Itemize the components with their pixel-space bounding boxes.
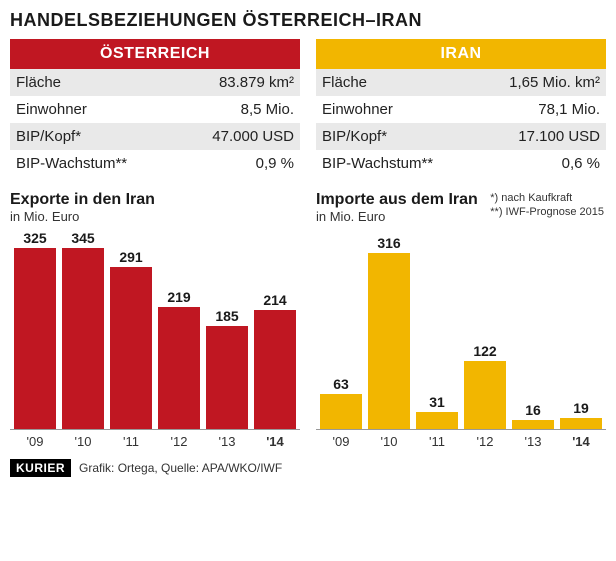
bar-value-label: 19 [573,400,589,416]
x-tick: '14 [254,434,296,449]
table-row: Fläche83.879 km² [10,69,300,96]
stat-value: 83.879 km² [175,69,300,96]
stat-value: 0,6 % [474,150,606,177]
stat-label: Fläche [316,69,474,96]
country-header-iran: IRAN [316,39,606,69]
bar [206,326,248,429]
stat-label: BIP-Wachstum** [10,150,175,177]
table-row: Einwohner8,5 Mio. [10,96,300,123]
bar-column: 214 [254,230,296,429]
bar-column: 122 [464,230,506,429]
x-tick: '11 [110,434,152,449]
bar-value-label: 185 [215,308,238,324]
x-tick: '12 [464,434,506,449]
bar [368,253,410,429]
bar-column: 31 [416,230,458,429]
chart-title: Exporte in den Iran [10,191,300,209]
table-row: BIP/Kopf*17.100 USD [316,123,606,150]
stats-table-iran: Fläche1,65 Mio. km² Einwohner78,1 Mio. B… [316,69,606,177]
bar [158,307,200,429]
bar [512,420,554,429]
bar-value-label: 16 [525,402,541,418]
bar-column: 16 [512,230,554,429]
bar-value-label: 291 [119,249,142,265]
x-tick: '09 [320,434,362,449]
bar [320,394,362,429]
bar-column: 19 [560,230,602,429]
stat-value: 0,9 % [175,150,300,177]
bar-column: 325 [14,230,56,429]
x-tick: '11 [416,434,458,449]
stat-label: Einwohner [10,96,175,123]
table-row: BIP/Kopf*47.000 USD [10,123,300,150]
bar [254,310,296,429]
panel-austria: ÖSTERREICH Fläche83.879 km² Einwohner8,5… [10,39,300,449]
footnote-1: *) nach Kaufkraft [490,191,604,205]
page-title: HANDELSBEZIEHUNGEN ÖSTERREICH–IRAN [10,10,606,31]
bar-column: 345 [62,230,104,429]
imports-chart: Importe aus dem Iran in Mio. Euro *) nac… [316,191,606,449]
exports-chart: Exporte in den Iran in Mio. Euro 325 345 2… [10,191,300,449]
credit-text: Grafik: Ortega, Quelle: APA/WKO/IWF [79,461,282,475]
x-axis: '09 '10 '11 '12 '13 '14 [10,434,300,449]
stat-value: 78,1 Mio. [474,96,606,123]
bar-column: 63 [320,230,362,429]
bar-value-label: 31 [429,394,445,410]
footnote-2: **) IWF-Prognose 2015 [490,205,604,219]
x-tick: '10 [368,434,410,449]
stat-label: Fläche [10,69,175,96]
x-tick: '13 [512,434,554,449]
bar-column: 185 [206,230,248,429]
bar-value-label: 219 [167,289,190,305]
bar-value-label: 63 [333,376,349,392]
bar [560,418,602,429]
bar-value-label: 122 [473,343,496,359]
panel-iran: IRAN Fläche1,65 Mio. km² Einwohner78,1 M… [316,39,606,449]
x-tick: '10 [62,434,104,449]
country-header-austria: ÖSTERREICH [10,39,300,69]
stat-label: BIP/Kopf* [316,123,474,150]
kurier-logo: KURIER [10,459,71,477]
bar [110,267,152,429]
x-tick: '13 [206,434,248,449]
table-row: Fläche1,65 Mio. km² [316,69,606,96]
bar-column: 219 [158,230,200,429]
table-row: BIP-Wachstum**0,9 % [10,150,300,177]
bar-value-label: 345 [71,230,94,246]
stat-value: 17.100 USD [474,123,606,150]
bars-area: 63 316 31 122 16 19 [316,230,606,430]
bar-value-label: 214 [263,292,286,308]
bar-value-label: 325 [23,230,46,246]
bar-column: 291 [110,230,152,429]
table-row: Einwohner78,1 Mio. [316,96,606,123]
stat-label: BIP-Wachstum** [316,150,474,177]
stat-value: 1,65 Mio. km² [474,69,606,96]
bar [14,248,56,429]
bar-column: 316 [368,230,410,429]
panels-row: ÖSTERREICH Fläche83.879 km² Einwohner8,5… [10,39,606,449]
bar-value-label: 316 [377,235,400,251]
stat-value: 8,5 Mio. [175,96,300,123]
bar [464,361,506,429]
x-tick: '09 [14,434,56,449]
footer: KURIER Grafik: Ortega, Quelle: APA/WKO/I… [10,459,606,477]
chart-subtitle: in Mio. Euro [10,209,300,224]
x-tick: '12 [158,434,200,449]
table-row: BIP-Wachstum**0,6 % [316,150,606,177]
bar [62,248,104,429]
stat-label: BIP/Kopf* [10,123,175,150]
stat-label: Einwohner [316,96,474,123]
x-tick: '14 [560,434,602,449]
footnotes: *) nach Kaufkraft **) IWF-Prognose 2015 [490,191,604,220]
stats-table-austria: Fläche83.879 km² Einwohner8,5 Mio. BIP/K… [10,69,300,177]
x-axis: '09 '10 '11 '12 '13 '14 [316,434,606,449]
bar [416,412,458,429]
stat-value: 47.000 USD [175,123,300,150]
bars-area: 325 345 291 219 185 214 [10,230,300,430]
